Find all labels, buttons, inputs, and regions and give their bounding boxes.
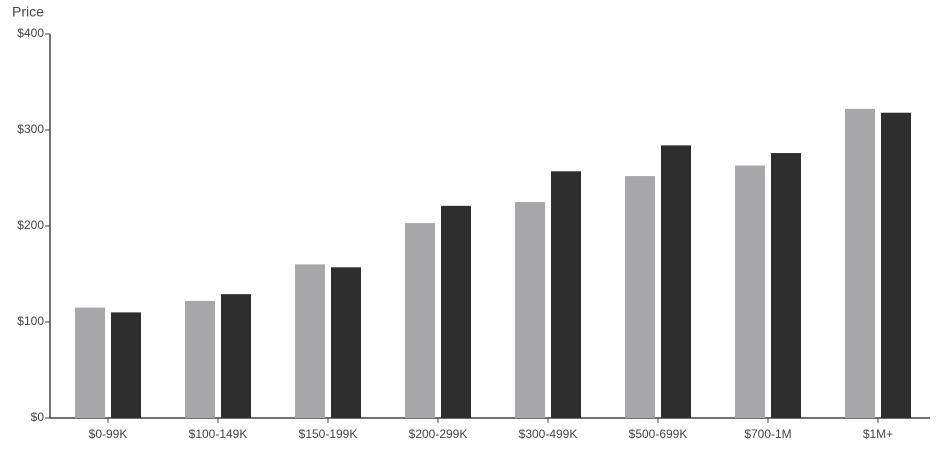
y-tick-label: $300 <box>17 122 44 136</box>
bar <box>661 145 691 419</box>
x-tick-label: $500-699K <box>629 427 688 441</box>
bar <box>551 171 581 418</box>
bar <box>515 202 545 418</box>
bar <box>75 307 105 418</box>
y-tick-label: $400 <box>17 26 44 40</box>
bar <box>881 112 911 418</box>
bar <box>441 205 471 418</box>
bar <box>331 267 361 418</box>
x-tick-label: $0-99K <box>89 427 128 441</box>
y-tick-label: $0 <box>31 410 45 424</box>
y-tick-label: $100 <box>17 314 44 328</box>
x-tick-label: $700-1M <box>744 427 791 441</box>
x-tick-label: $150-199K <box>299 427 358 441</box>
bar <box>221 294 251 418</box>
bar <box>735 165 765 418</box>
bar <box>185 300 215 418</box>
bar <box>405 223 435 418</box>
bar <box>845 108 875 418</box>
bar <box>295 264 325 418</box>
x-tick-label: $300-499K <box>519 427 578 441</box>
x-tick-label: $1M+ <box>863 427 893 441</box>
bar <box>625 176 655 418</box>
y-axis-label: Price <box>12 4 44 20</box>
x-tick-label: $200-299K <box>409 427 468 441</box>
bar <box>771 153 801 419</box>
x-tick-label: $100-149K <box>189 427 248 441</box>
bar <box>111 312 141 418</box>
y-tick-label: $200 <box>17 218 44 232</box>
